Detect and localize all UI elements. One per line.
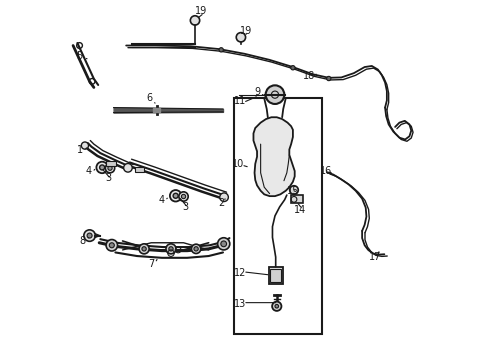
Text: 14: 14: [293, 206, 305, 216]
Circle shape: [87, 233, 92, 238]
Text: 8: 8: [79, 236, 85, 246]
Circle shape: [81, 142, 88, 149]
Circle shape: [194, 247, 198, 251]
Circle shape: [168, 247, 173, 251]
Text: 17: 17: [368, 252, 381, 262]
Circle shape: [289, 186, 298, 194]
Text: 9: 9: [253, 87, 260, 97]
Circle shape: [219, 193, 228, 202]
Circle shape: [219, 48, 223, 52]
Circle shape: [290, 66, 294, 70]
Circle shape: [142, 247, 146, 251]
Bar: [106, 161, 116, 166]
Circle shape: [217, 238, 229, 250]
Circle shape: [190, 16, 199, 25]
Text: 19: 19: [195, 6, 207, 17]
Circle shape: [236, 33, 245, 42]
Bar: [270, 269, 281, 282]
Text: 19: 19: [240, 26, 252, 36]
Circle shape: [169, 190, 181, 202]
Text: 3: 3: [182, 202, 188, 212]
Circle shape: [109, 243, 114, 248]
Text: 15: 15: [286, 186, 299, 196]
Circle shape: [123, 163, 132, 172]
Circle shape: [108, 166, 112, 170]
Text: 4: 4: [159, 195, 165, 205]
Text: 12: 12: [234, 268, 246, 278]
Text: 16: 16: [320, 166, 332, 176]
Circle shape: [191, 244, 201, 253]
Bar: [153, 108, 160, 112]
Text: 11: 11: [234, 96, 246, 106]
Circle shape: [179, 192, 188, 201]
Text: 5: 5: [76, 51, 82, 61]
Circle shape: [326, 76, 330, 81]
Polygon shape: [253, 117, 294, 196]
Circle shape: [105, 163, 115, 173]
Circle shape: [96, 162, 108, 173]
Text: 1: 1: [76, 144, 82, 154]
Circle shape: [139, 244, 149, 254]
Circle shape: [221, 241, 226, 247]
Circle shape: [106, 239, 117, 251]
Text: 2: 2: [218, 198, 224, 208]
Circle shape: [181, 194, 185, 199]
Circle shape: [265, 85, 284, 104]
Circle shape: [165, 244, 176, 254]
Bar: [233, 98, 321, 334]
Text: 4: 4: [85, 166, 91, 176]
Text: 10: 10: [232, 159, 244, 169]
Bar: [135, 167, 144, 172]
Circle shape: [173, 193, 178, 198]
Bar: [290, 195, 302, 203]
Text: 3: 3: [105, 173, 111, 183]
Circle shape: [100, 165, 104, 170]
Text: 13: 13: [234, 299, 246, 309]
Bar: [268, 267, 282, 284]
Circle shape: [274, 305, 278, 308]
Text: 18: 18: [302, 71, 315, 81]
Text: 7: 7: [148, 259, 154, 269]
Circle shape: [83, 230, 95, 241]
Circle shape: [271, 302, 281, 311]
Text: 6: 6: [146, 93, 152, 103]
